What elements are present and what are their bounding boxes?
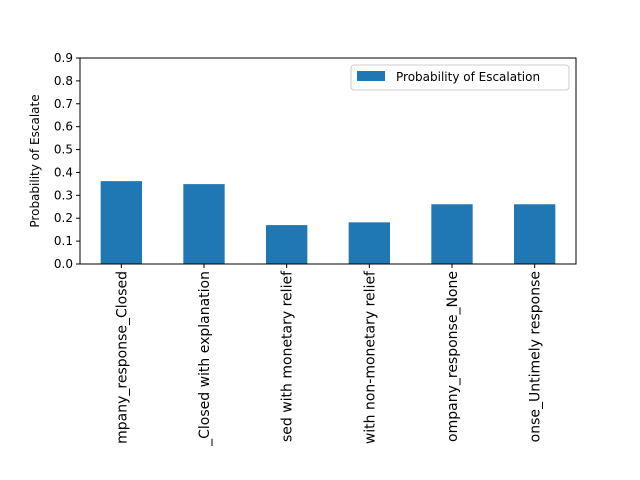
y-tick-label: 0.8 bbox=[54, 74, 73, 88]
x-tick-label: mpany_response_Closed bbox=[114, 271, 130, 444]
legend-label: Probability of Escalation bbox=[396, 70, 540, 84]
y-axis-label: Probability of Escalate bbox=[28, 94, 42, 227]
y-tick-label: 0.0 bbox=[54, 257, 73, 271]
y-tick-label: 0.5 bbox=[54, 143, 73, 157]
x-axis: mpany_response_Closed _Closed with explan… bbox=[114, 264, 544, 447]
legend-box bbox=[350, 64, 570, 91]
legend: Probability of Escalation bbox=[350, 64, 570, 91]
bar-5 bbox=[431, 204, 473, 264]
y-tick-label: 0.2 bbox=[54, 211, 73, 225]
plot-background bbox=[80, 58, 576, 264]
y-tick-label: 0.4 bbox=[54, 165, 73, 179]
bars-layer bbox=[100, 181, 556, 264]
x-tick-label: _Closed with explanation bbox=[197, 271, 213, 447]
x-tick-label: with non-monetary relief bbox=[362, 270, 378, 444]
y-tick-label: 0.1 bbox=[54, 234, 73, 248]
bar-3 bbox=[266, 225, 308, 264]
bar-2 bbox=[183, 184, 225, 264]
x-tick-label: onse_Untimely response bbox=[528, 271, 544, 442]
y-tick-label: 0.7 bbox=[54, 97, 73, 111]
bar-6 bbox=[514, 204, 556, 264]
legend-swatch bbox=[357, 71, 385, 81]
y-tick-label: 0.9 bbox=[54, 51, 73, 65]
plot-frame bbox=[79, 57, 577, 265]
x-tick-label: ompany_response_None bbox=[445, 271, 461, 442]
y-axis: 0.0 0.1 0.2 0.3 0.4 0.5 0.6 0.7 0.8 0.9 bbox=[54, 51, 80, 271]
y-tick-label: 0.3 bbox=[54, 188, 73, 202]
y-tick-label: 0.6 bbox=[54, 120, 73, 134]
x-tick-label: sed with monetary relief bbox=[280, 270, 296, 442]
bar-1 bbox=[100, 181, 142, 264]
bar-4 bbox=[348, 222, 390, 264]
